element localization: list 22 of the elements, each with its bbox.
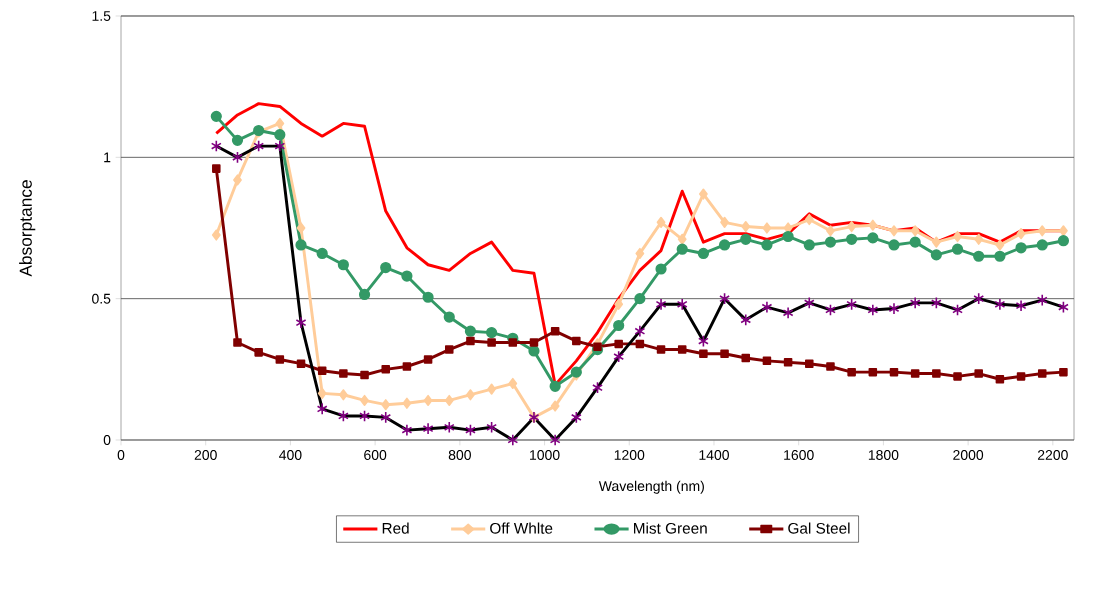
x-tick-label: 0 — [117, 450, 125, 460]
x-tick-label: 1000 — [530, 450, 560, 460]
x-tick-label: 2200 — [1037, 450, 1068, 460]
y-tick-label: 1.5 — [92, 11, 111, 21]
x-tick-label: 800 — [448, 450, 471, 460]
x-axis-title: Wavelength (nm) — [598, 480, 704, 494]
x-tick-label: 1200 — [614, 450, 645, 460]
legend-label: Off Whlte — [490, 522, 553, 534]
x-tick-label: 1800 — [868, 450, 899, 460]
y-tick-label: 0 — [103, 435, 111, 445]
y-axis-title: Absorptance — [19, 180, 36, 277]
legend-label: Red — [382, 522, 409, 534]
x-tick-label: 600 — [364, 450, 387, 460]
x-tick-label: 200 — [194, 450, 217, 460]
legend-label: Mist Green — [634, 522, 707, 534]
x-tick-label: 400 — [279, 450, 302, 460]
y-tick-label: 0.5 — [92, 293, 111, 304]
x-tick-label: 1400 — [699, 450, 729, 460]
legend-label: Gal Steel — [788, 522, 850, 534]
x-tick-label: 1600 — [784, 450, 814, 460]
x-tick-label: 2000 — [953, 450, 984, 460]
y-tick-label: 1 — [104, 152, 111, 163]
